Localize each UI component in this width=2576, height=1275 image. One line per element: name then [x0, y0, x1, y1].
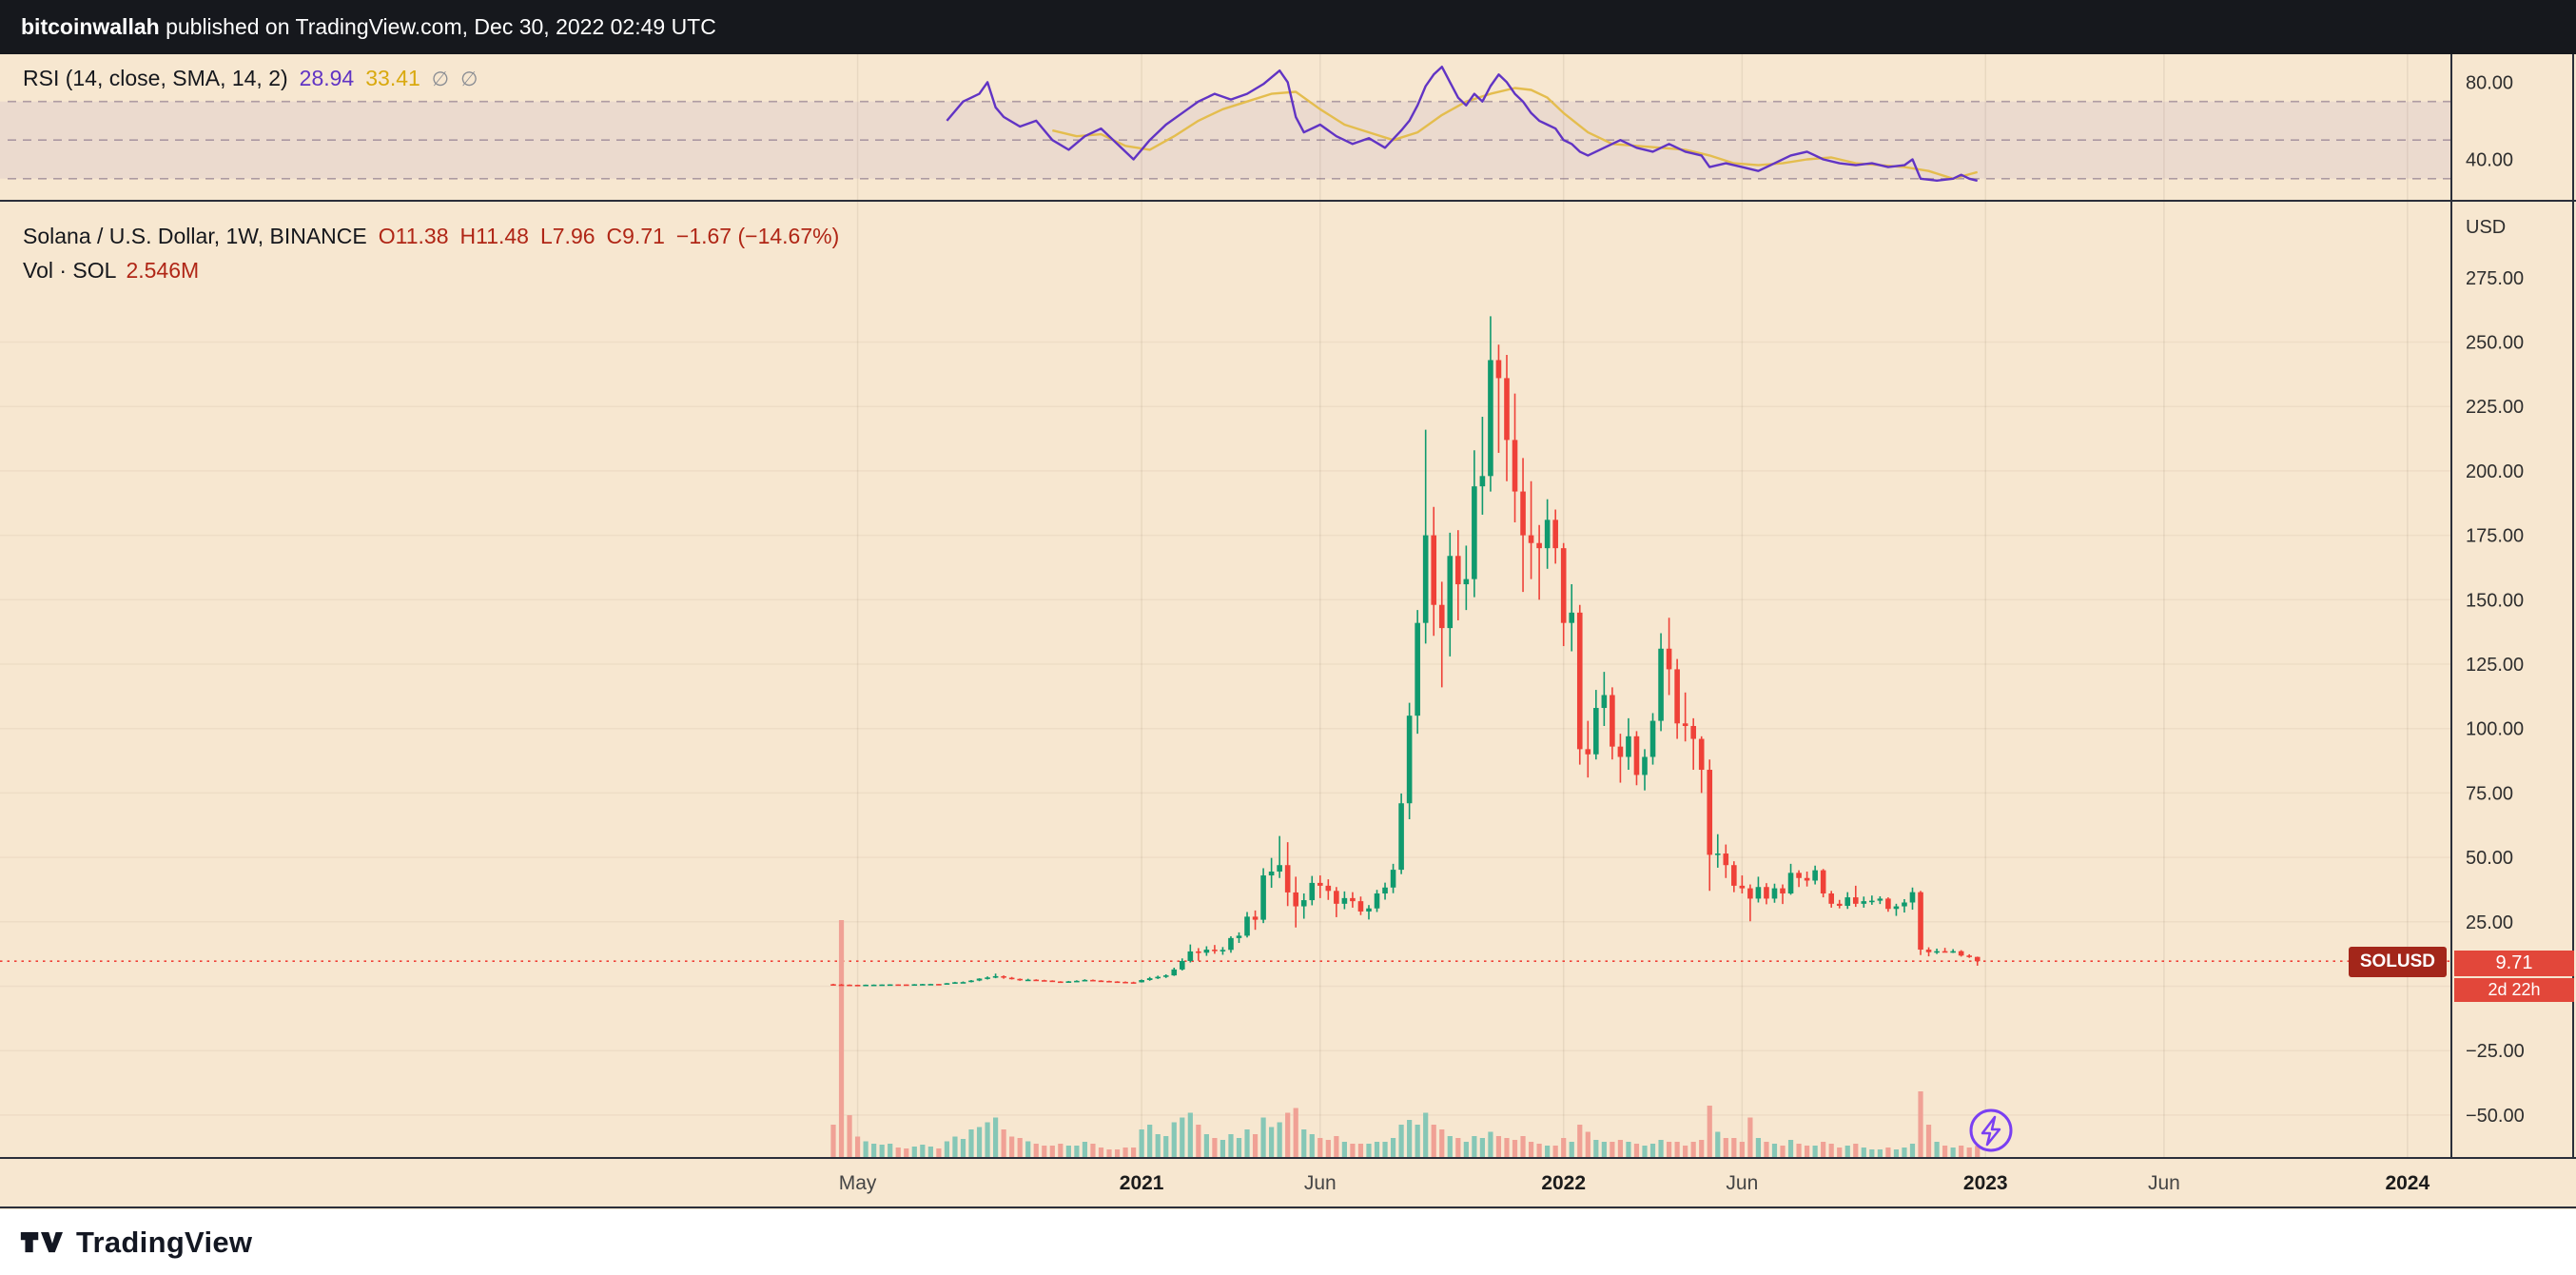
rsi-empty-marker-icon: ∅: [431, 69, 450, 90]
svg-text:Jun: Jun: [1304, 1172, 1337, 1194]
rsi-pane: [0, 65, 2451, 183]
svg-text:80.00: 80.00: [2466, 72, 2513, 93]
svg-text:50.00: 50.00: [2466, 848, 2513, 869]
rsi-legend: RSI (14, close, SMA, 14, 2) 28.94 33.41 …: [23, 66, 478, 91]
chart-area[interactable]: USD 275.00 250.00 225.00 200.00 175.00 150.00 1…: [0, 54, 2576, 1209]
svg-text:150.00: 150.00: [2466, 590, 2524, 611]
svg-text:Jun: Jun: [2148, 1172, 2180, 1194]
publish-bar: bitcoinwallah published on TradingView.c…: [0, 0, 2576, 54]
symbol-price-tag: SOLUSD: [2348, 947, 2447, 977]
candles: [830, 316, 1981, 987]
svg-text:2024: 2024: [2385, 1172, 2430, 1194]
rsi-value: 28.94: [299, 66, 355, 90]
svg-text:May: May: [839, 1172, 877, 1194]
tradingview-footer: TradingView: [0, 1209, 2576, 1275]
svg-text:Jun: Jun: [1726, 1172, 1758, 1194]
svg-text:125.00: 125.00: [2466, 655, 2524, 676]
svg-text:225.00: 225.00: [2466, 397, 2524, 418]
svg-text:40.00: 40.00: [2466, 150, 2513, 171]
volume-label: Vol · SOL: [23, 258, 117, 283]
symbol-legend: Solana / U.S. Dollar, 1W, BINANCE O11.38…: [23, 224, 839, 249]
svg-text:250.00: 250.00: [2466, 333, 2524, 354]
tradingview-logo-icon[interactable]: [19, 1226, 63, 1259]
rsi-legend-title: RSI (14, close, SMA, 14, 2): [23, 66, 288, 90]
publish-info: published on TradingView.com, Dec 30, 20…: [159, 14, 716, 39]
price-axis[interactable]: USD 275.00 250.00 225.00 200.00 175.00 150.00 1…: [0, 54, 2576, 1208]
ohlc-high: H11.48: [459, 224, 529, 248]
svg-text:−50.00: −50.00: [2466, 1106, 2525, 1127]
svg-text:USD: USD: [2466, 217, 2506, 238]
last-price-label: 9.71: [2454, 951, 2574, 976]
volume-value: 2.546M: [126, 258, 200, 283]
gridlines: [0, 54, 2451, 1158]
svg-text:−25.00: −25.00: [2466, 1041, 2525, 1062]
ohlc-open: O11.38: [378, 224, 449, 248]
bar-countdown-label: 2d 22h: [2454, 978, 2574, 1002]
ohlc-close: C9.71: [606, 224, 665, 248]
svg-text:25.00: 25.00: [2466, 912, 2513, 933]
rsi-empty-marker-icon: ∅: [460, 69, 478, 90]
svg-text:2021: 2021: [1120, 1172, 1164, 1194]
price-change: −1.67 (−14.67%): [675, 224, 840, 248]
svg-text:75.00: 75.00: [2466, 783, 2513, 804]
tradingview-brand-link[interactable]: TradingView: [76, 1225, 253, 1259]
volume-bars: [830, 920, 1981, 1158]
volume-legend: Vol · SOL 2.546M: [23, 258, 199, 284]
svg-text:175.00: 175.00: [2466, 526, 2524, 547]
rsi-sma-value: 33.41: [365, 66, 420, 90]
svg-text:2023: 2023: [1963, 1172, 2008, 1194]
svg-text:2022: 2022: [1541, 1172, 1586, 1194]
svg-text:200.00: 200.00: [2466, 461, 2524, 482]
svg-text:100.00: 100.00: [2466, 719, 2524, 740]
chart-canvas[interactable]: USD 275.00 250.00 225.00 200.00 175.00 150.00 1…: [0, 54, 2576, 1209]
lightning-badge-icon: [1969, 1108, 2013, 1152]
ohlc-low: L7.96: [539, 224, 595, 248]
author-name: bitcoinwallah: [21, 14, 160, 39]
svg-text:275.00: 275.00: [2466, 268, 2524, 289]
symbol-title: Solana / U.S. Dollar, 1W, BINANCE: [23, 224, 367, 248]
